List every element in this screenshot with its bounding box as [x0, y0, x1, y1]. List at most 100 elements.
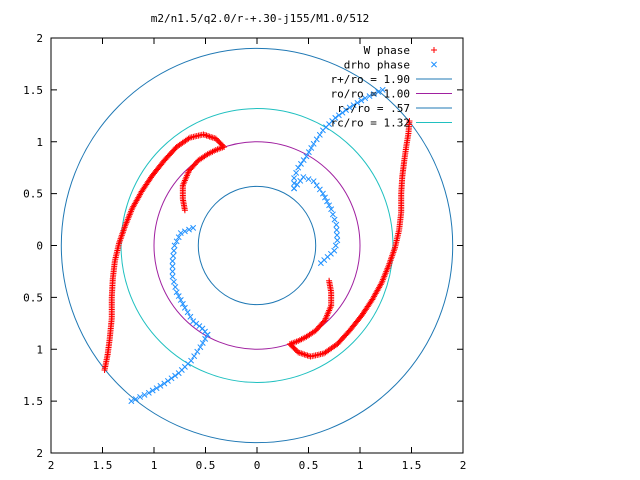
data-point — [308, 145, 315, 151]
data-point — [173, 289, 180, 296]
data-point — [169, 273, 176, 280]
data-point — [169, 268, 176, 275]
y-tick-label: 1.5 — [23, 395, 43, 408]
data-point — [406, 118, 413, 124]
data-point — [149, 387, 156, 394]
data-point — [145, 389, 152, 396]
data-point — [334, 232, 340, 239]
circle-2 — [153, 141, 361, 350]
data-point — [326, 202, 333, 209]
x-tick-label: 2 — [460, 459, 467, 472]
y-tick-label: 1 — [36, 343, 43, 356]
data-point — [184, 309, 191, 316]
data-point — [291, 180, 298, 187]
legend-label: rc/ro = 1.32 — [331, 117, 410, 130]
data-point — [177, 230, 184, 237]
data-point — [164, 377, 171, 384]
data-point — [329, 211, 336, 218]
data-point — [346, 104, 353, 111]
data-point — [179, 300, 186, 307]
y-tick-label: 0.5 — [23, 291, 43, 304]
y-tick-label: 2 — [36, 32, 43, 45]
data-point — [187, 313, 194, 320]
data-point — [310, 140, 317, 147]
data-point — [291, 175, 298, 182]
data-point — [208, 134, 215, 141]
data-point — [334, 237, 341, 244]
legend-label: W phase — [364, 44, 410, 57]
data-point — [291, 185, 298, 192]
x-tick-label: 1.5 — [93, 459, 113, 472]
data-point — [332, 242, 339, 249]
data-point — [305, 149, 312, 156]
circle-1 — [60, 47, 454, 444]
data-point — [170, 247, 177, 254]
circle-4 — [120, 108, 394, 383]
data-point — [181, 228, 188, 235]
data-point — [324, 198, 330, 205]
x-tick-label: 1 — [357, 459, 364, 472]
data-point — [317, 260, 324, 267]
data-point — [293, 169, 300, 176]
data-point — [335, 112, 342, 119]
x-tick-label: 1 — [151, 459, 158, 472]
legend-label: drho phase — [344, 59, 410, 72]
data-point — [310, 178, 317, 185]
data-point — [170, 278, 177, 285]
data-point — [305, 176, 312, 183]
data-point — [294, 181, 301, 188]
y-tick-label: 1.5 — [23, 84, 43, 97]
data-point — [350, 102, 357, 109]
data-point — [175, 293, 182, 300]
data-point — [362, 95, 369, 102]
data-point — [304, 352, 311, 359]
data-point — [201, 132, 208, 139]
data-point — [161, 380, 168, 387]
data-point — [300, 157, 307, 164]
data-point — [300, 174, 307, 180]
data-point — [333, 221, 340, 228]
data-point — [299, 350, 306, 357]
data-point — [319, 190, 326, 197]
data-point — [370, 91, 377, 97]
x-tick-label: 0.5 — [196, 459, 216, 472]
data-point — [190, 224, 197, 231]
data-point — [169, 258, 176, 265]
data-point — [379, 86, 386, 93]
data-point — [202, 335, 209, 342]
x-tick-label: 2 — [48, 459, 55, 472]
data-point — [326, 277, 333, 284]
chart-title: m2/n1.5/q2.0/r-+.30-j155/M1.0/512 — [151, 12, 370, 25]
data-point — [205, 133, 212, 140]
data-point — [328, 206, 335, 213]
data-point — [354, 99, 361, 106]
data-point — [331, 216, 338, 223]
plot-area — [60, 47, 454, 444]
legend-label: ro/ro = 1.00 — [331, 88, 410, 101]
data-point — [190, 318, 197, 325]
data-point — [170, 252, 177, 259]
axes: 2 1.5 1 0.5 0 0.5 1 1.5 221.510.500.511.52 — [23, 32, 466, 472]
series-drho-phase — [128, 86, 386, 405]
data-point — [313, 182, 320, 189]
data-point — [206, 133, 213, 140]
data-point — [303, 153, 310, 160]
data-point — [157, 382, 164, 389]
data-point — [173, 238, 180, 245]
data-point — [172, 372, 179, 379]
data-point — [185, 135, 192, 142]
y-tick-label: 0.5 — [23, 188, 43, 201]
data-point — [132, 396, 139, 403]
data-point — [168, 375, 175, 382]
data-point — [316, 186, 323, 193]
data-point — [203, 132, 210, 139]
data-point — [181, 304, 188, 311]
data-point — [199, 340, 206, 346]
data-point — [137, 394, 144, 400]
data-point — [333, 226, 340, 233]
legend-label: r-/ro = .57 — [337, 102, 410, 115]
data-point — [358, 97, 365, 104]
data-point — [175, 234, 182, 241]
